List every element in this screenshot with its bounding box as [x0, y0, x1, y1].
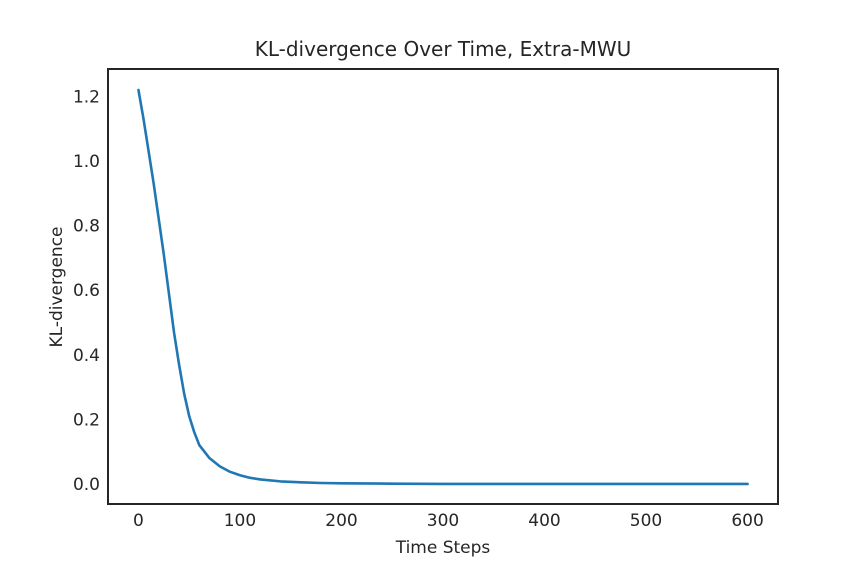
y-axis-label: KL-divergence	[47, 226, 67, 347]
y-tick-label: 0.6	[73, 281, 100, 301]
y-axis: 0.0 0.2 0.4 0.6 0.8 1.0 1.2	[73, 87, 100, 495]
chart-title: KL-divergence Over Time, Extra-MWU	[255, 37, 632, 61]
y-tick-label: 1.2	[73, 87, 100, 107]
y-tick-label: 0.8	[73, 217, 100, 237]
x-tick-label: 100	[224, 511, 256, 531]
y-tick-label: 0.2	[73, 410, 100, 430]
plot-area	[107, 68, 779, 505]
x-tick-label: 300	[427, 511, 459, 531]
x-axis-label: Time Steps	[395, 538, 491, 558]
series-line-0	[137, 88, 749, 486]
x-tick-label: 0	[133, 511, 144, 531]
x-axis: 0 100 200 300 400 500 600	[133, 511, 764, 531]
plot-frame	[107, 68, 779, 505]
y-tick-label: 0.0	[73, 475, 100, 495]
x-tick-label: 600	[731, 511, 763, 531]
y-tick-label: 1.0	[73, 152, 100, 172]
x-tick-label: 400	[528, 511, 560, 531]
y-tick-label: 0.4	[73, 346, 100, 366]
x-tick-label: 500	[630, 511, 662, 531]
x-tick-label: 200	[325, 511, 357, 531]
